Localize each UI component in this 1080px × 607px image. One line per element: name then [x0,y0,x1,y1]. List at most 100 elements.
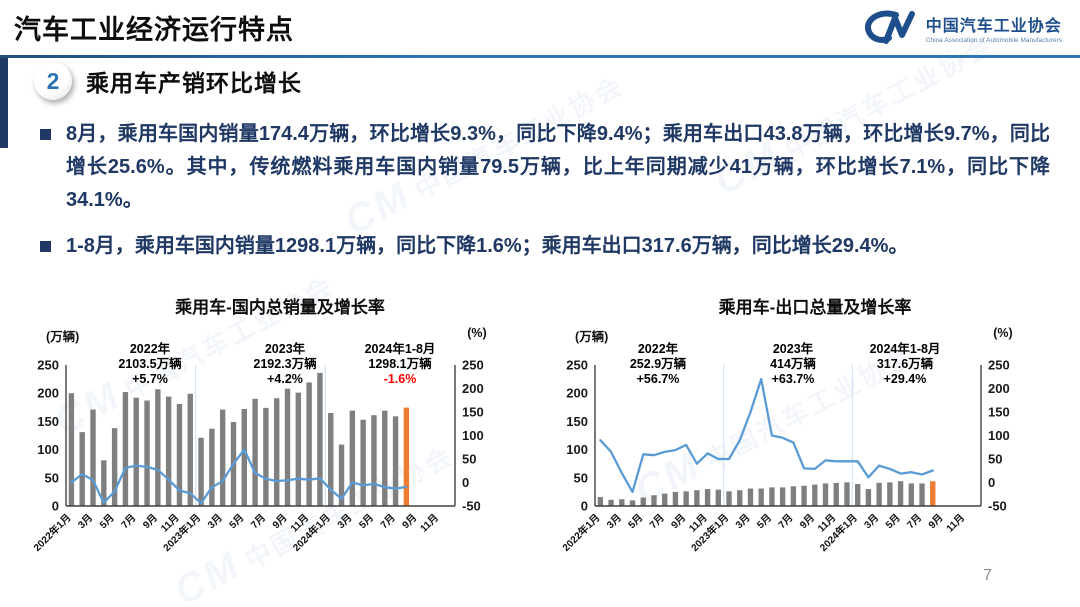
bullet-square-icon [40,129,51,140]
annotation-total: 252.9万辆 [630,356,687,371]
right-axis-unit: (%) [993,326,1012,340]
x-axis-tick: 5月 [883,512,902,531]
annotation-year: 2023年 [773,341,814,356]
x-axis-tick: 7月 [119,512,138,531]
chart-title: 乘用车-国内总销量及增长率 [174,297,385,317]
bar [252,398,258,506]
x-axis-tick: 5月 [755,512,774,531]
left-axis-tick: 0 [581,499,588,514]
x-axis-tick: 9月 [926,512,945,531]
left-axis-tick: 100 [566,442,588,457]
domestic-sales-chart: 0 50 100 150 200 250 -50 0 50 100 150 200 250 2022年1月… [31,297,487,554]
x-axis-tick: 7月 [378,512,397,531]
annotation-year: 2022年 [638,341,679,356]
caam-logo-name-en: China Association of Automobile Manufact… [925,37,1062,44]
bar [187,393,193,506]
x-axis-tick: 9月 [669,512,688,531]
left-axis-unit: (万辆) [46,329,79,344]
bar [801,485,807,506]
bar [629,500,636,506]
bullet-list: 8月，乘用车国内销量174.4万辆，环比增长9.3%，同比下降9.4%；乘用车出… [38,118,1050,276]
bar [865,489,872,506]
bar [822,483,829,506]
bar [317,372,323,506]
bar [306,382,312,506]
right-axis-tick: -50 [988,499,1007,514]
left-axis-tick: 200 [566,386,588,401]
bar [219,409,226,506]
annotation-total: 414万辆 [770,356,816,371]
bar [694,490,700,506]
bar [90,409,96,506]
bar [198,437,204,506]
bar [392,416,399,506]
bar [101,460,107,506]
x-axis-tick: 7月 [647,512,666,531]
bar [758,488,764,506]
right-axis-unit: (%) [467,326,486,340]
x-axis-tick: 5月 [97,512,116,531]
bar [651,495,657,506]
page-title: 汽车工业经济运行特点 [14,15,294,45]
annotation-total: 2103.5万辆 [118,356,182,371]
annotation-year: 2023年 [265,341,306,356]
bar [919,483,925,506]
right-axis-tick: 250 [988,358,1010,373]
x-axis-tick: 5月 [227,512,246,531]
chart-title: 乘用车-出口总量及增长率 [718,297,912,317]
bar [876,482,882,506]
annotation-growth: +5.7% [132,372,168,386]
annotation-growth: +63.7% [772,372,815,386]
left-axis-tick: 200 [37,386,59,401]
x-axis-tick: 3月 [604,512,623,531]
export-volume-chart: 0 50 100 150 200 250 -50 0 50 100 150 200 250 2022年1月… [559,297,1012,554]
x-axis-tick: 9月 [797,512,816,531]
right-axis-tick: 150 [988,405,1010,420]
page-number: 7 [983,567,992,584]
annotation-growth: +56.7% [637,372,680,386]
right-axis-tick: 50 [988,452,1002,467]
bar [79,432,85,506]
bullet-text: 8月，乘用车国内销量174.4万辆，环比增长9.3%，同比下降9.4%；乘用车出… [66,123,1050,211]
left-axis-tick: 250 [37,358,59,373]
x-axis-tick: 3月 [733,512,752,531]
bar [382,410,388,506]
growth-rate-line [599,377,934,494]
x-axis-tick: 5月 [357,512,376,531]
caam-logo-text: 中国汽车工业协会 China Association of Automobile… [926,12,1062,44]
bullet-square-icon [40,241,51,252]
left-axis-tick: 100 [37,442,59,457]
bar [908,483,914,506]
bar [608,499,614,506]
bar-current-month [930,481,936,506]
bar [68,393,75,506]
x-axis-tick: 3月 [205,512,224,531]
x-axis-tick: 5月 [626,512,645,531]
left-axis-unit: (万辆) [575,329,608,344]
bar [295,392,302,506]
x-axis-tick: 3月 [862,512,881,531]
annotation-total: 1298.1万辆 [368,356,432,371]
bar [360,419,366,506]
bar [144,400,150,506]
bar [284,388,291,506]
bar [726,491,732,506]
bar [715,489,721,506]
x-axis-tick: 11月 [944,512,967,535]
left-axis-tick: 150 [566,414,588,429]
bar [662,493,668,506]
bar [133,397,139,506]
bar [349,410,356,506]
right-axis-tick: 100 [462,428,484,443]
section-title: 乘用车产销环比增长 [86,70,302,96]
x-axis-tick: 2022年1月 [559,511,602,554]
left-axis-tick: 0 [52,499,59,514]
left-accent-bar [0,58,8,148]
left-axis-tick: 50 [45,470,59,485]
bar [274,398,280,506]
right-axis-tick: 0 [988,475,995,490]
header-divider [0,55,1080,58]
right-axis-tick: 150 [462,405,484,420]
bullet-text: 1-8月，乘用车国内销量1298.1万辆，同比下降1.6%；乘用车出口317.6… [66,235,909,257]
bar [769,487,775,506]
